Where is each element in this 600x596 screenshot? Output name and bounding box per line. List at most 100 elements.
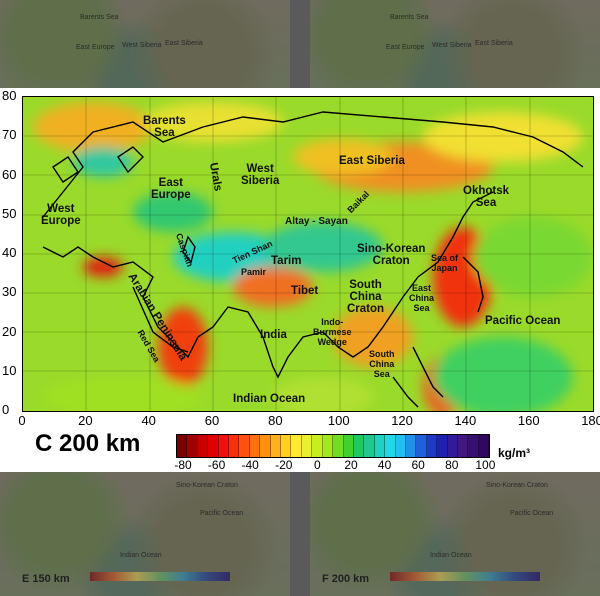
colorbar-segment — [447, 435, 458, 457]
colorbar-segment — [249, 435, 261, 457]
mini-colorbar — [90, 572, 230, 581]
x-tick-label: 180 — [581, 413, 600, 428]
map-label: South China Sea — [369, 349, 395, 379]
coastlines — [42, 111, 584, 408]
panel-label: West Siberia — [122, 42, 162, 49]
colorbar-segment — [468, 435, 479, 457]
density-map: Barents Sea East Siberia West Siberia Ea… — [22, 96, 594, 412]
panel-bottom-left: Pacific Ocean Indian Ocean Sino-Korean C… — [0, 472, 290, 596]
colorbar-segment — [364, 435, 375, 457]
map-label: Indo- Burmese Wedge — [313, 317, 352, 347]
y-tick-label: 50 — [2, 205, 17, 221]
y-tick-label: 80 — [2, 88, 17, 103]
colorbar-tick-label: 60 — [411, 458, 425, 472]
x-tick-label: 100 — [327, 413, 350, 428]
panel-label: East Siberia — [475, 40, 513, 47]
colorbar-segment — [239, 435, 250, 457]
panel-label: West Siberia — [432, 42, 472, 49]
colorbar-tick-label: 20 — [344, 458, 358, 472]
map-label: East China Sea — [409, 283, 435, 313]
map-label: Okhotsk Sea — [463, 185, 510, 209]
colorbar-segment — [426, 435, 438, 457]
colorbar-segment — [187, 435, 198, 457]
panel-label: Barents Sea — [80, 14, 119, 21]
map-label: Indian Ocean — [233, 393, 306, 405]
colorbar-segment — [353, 435, 365, 457]
colorbar-segment — [457, 435, 469, 457]
panel-label: Barents Sea — [390, 14, 429, 21]
colorbar-segment — [208, 435, 219, 457]
panel-label: Indian Ocean — [430, 552, 472, 559]
colorbar-segment — [385, 435, 396, 457]
panel-label: Pacific Ocean — [510, 510, 554, 517]
y-tick-label: 30 — [2, 284, 17, 300]
map-label: Pacific Ocean — [485, 315, 561, 327]
colorbar-segment — [270, 435, 282, 457]
colorbar-segment — [395, 435, 406, 457]
map-label: Sea of Japan — [431, 253, 459, 273]
colorbar-segment — [478, 435, 490, 457]
colorbar-segment — [301, 435, 313, 457]
colorbar-segment — [333, 435, 344, 457]
y-tick-label: 60 — [2, 166, 17, 182]
mini-colorbar — [390, 572, 540, 581]
colorbar-segment — [416, 435, 427, 457]
panel-caption: F 200 km — [322, 573, 370, 585]
panel-caption: E 150 km — [22, 573, 70, 585]
x-tick-label: 160 — [517, 413, 540, 428]
map-label: India — [260, 329, 287, 341]
colorbar-segment — [281, 435, 292, 457]
colorbar-tick-label: 0 — [314, 458, 321, 472]
panel-bottom-right: Pacific Ocean Indian Ocean Sino-Korean C… — [310, 472, 600, 596]
main-panel: Barents Sea East Siberia West Siberia Ea… — [0, 88, 600, 472]
colorbar-tick-label: -80 — [174, 458, 192, 472]
panel-top-left: Barents Sea East Siberia East Europe Wes… — [0, 0, 290, 88]
colorbar-segment — [260, 435, 271, 457]
y-tick-label: 0 — [2, 402, 10, 417]
x-tick-label: 60 — [204, 413, 220, 428]
colorbar-segment — [312, 435, 323, 457]
map-label: Tibet — [291, 285, 319, 297]
x-tick-label: 120 — [391, 413, 413, 428]
colorbar-segment — [291, 435, 302, 457]
panel-label: East Europe — [386, 44, 425, 51]
y-tick-label: 10 — [2, 362, 17, 378]
colorbar-tick-label: -60 — [207, 458, 226, 472]
colorbar-tick-label: 80 — [445, 458, 459, 472]
colorbar-segment — [177, 435, 188, 457]
x-tick-label: 0 — [18, 413, 26, 428]
colorbar-segment — [197, 435, 209, 457]
colorbar-segment — [405, 435, 417, 457]
colorbar-tick-label: 100 — [475, 458, 496, 472]
x-tick-label: 80 — [268, 413, 283, 428]
y-tick-label: 70 — [2, 127, 17, 143]
panel-label: East Siberia — [165, 40, 203, 47]
map-label: West Europe — [41, 203, 81, 227]
panel-title: C 200 km — [35, 430, 141, 457]
map-label: Pamir — [241, 267, 267, 277]
y-tick-label: 40 — [2, 245, 17, 260]
panel-label: Sino-Korean Craton — [486, 482, 548, 489]
panel-label: Indian Ocean — [120, 552, 162, 559]
map-label: Barents Sea — [143, 115, 186, 139]
colorbar-segment — [437, 435, 448, 457]
panel-label: Sino-Korean Craton — [176, 482, 238, 489]
colorbar-tick-label: -40 — [241, 458, 259, 472]
map-label: East Siberia — [339, 155, 405, 167]
colorbar-unit: kg/m³ — [498, 446, 531, 460]
colorbar-segment — [343, 435, 354, 457]
map-label: Tarim — [271, 255, 302, 267]
colorbar-tick-label: 40 — [377, 458, 392, 472]
panel-label: Pacific Ocean — [200, 510, 244, 517]
colorbar-segment — [374, 435, 386, 457]
colorbar — [176, 434, 490, 458]
colorbar-segment — [218, 435, 230, 457]
colorbar-segment — [322, 435, 334, 457]
map-label: West Siberia — [241, 163, 280, 187]
y-tick-label: 20 — [2, 323, 17, 339]
map-label: Sino-Korean Craton — [357, 243, 426, 267]
map-label: Altay - Sayan — [285, 216, 348, 227]
colorbar-tick-label: -20 — [275, 458, 293, 472]
map-label: East Europe — [151, 177, 191, 201]
x-tick-label: 40 — [141, 413, 156, 428]
